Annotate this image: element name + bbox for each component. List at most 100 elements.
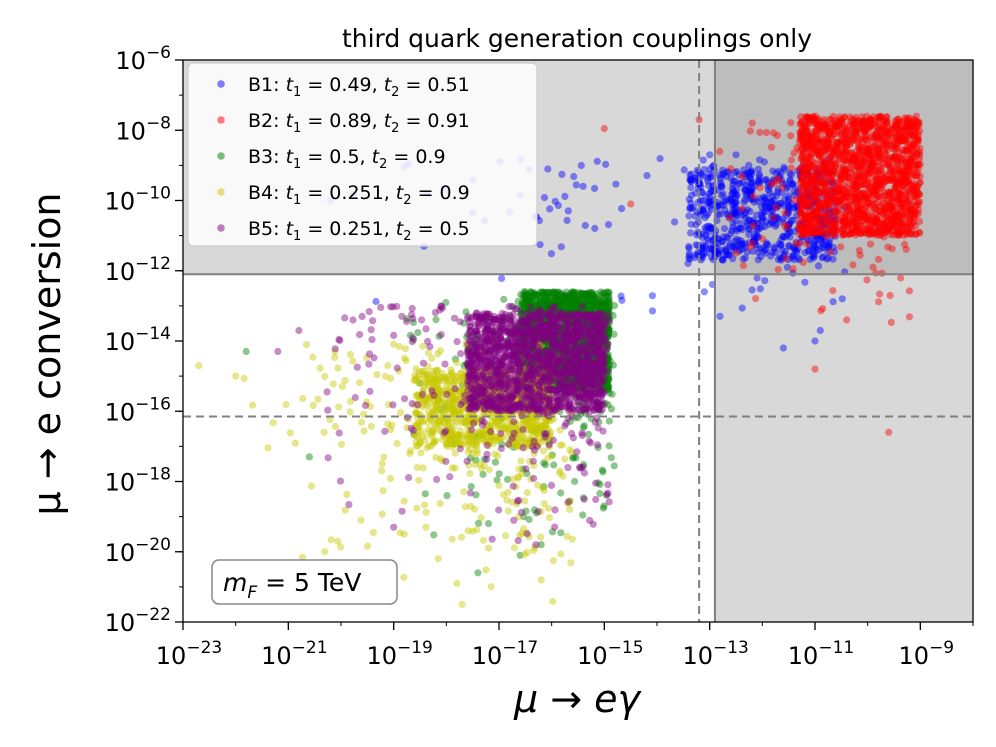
points-layer	[195, 112, 924, 609]
data-point-b2	[836, 198, 844, 206]
data-point-b2	[895, 195, 903, 203]
data-point-b1	[742, 186, 750, 194]
data-point-b1	[811, 176, 819, 184]
data-point-b1	[794, 188, 802, 196]
data-point-b2	[830, 147, 838, 156]
data-point-b2	[898, 222, 906, 230]
data-point-b1	[648, 307, 657, 315]
data-point-b1	[685, 244, 693, 252]
data-point-b1	[758, 217, 766, 225]
data-point-b2	[891, 177, 899, 186]
data-point-b1	[829, 243, 838, 252]
data-point-b2	[895, 164, 903, 172]
data-point-b3	[599, 504, 608, 512]
data-point-b3	[561, 292, 569, 301]
data-point-b2	[748, 119, 756, 127]
data-point-b2	[845, 155, 853, 163]
data-point-b2	[863, 276, 871, 284]
data-point-b1	[719, 238, 727, 246]
data-point-b2	[902, 178, 910, 186]
data-point-b2	[821, 157, 829, 165]
data-point-b1	[817, 214, 825, 222]
data-point-b1	[828, 229, 837, 237]
data-point-b1	[740, 185, 749, 193]
data-point-b2	[807, 133, 816, 141]
data-point-b1	[743, 192, 751, 200]
data-point-b1	[798, 233, 806, 241]
data-point-b2	[849, 261, 857, 269]
data-point-b1	[685, 243, 693, 251]
data-point-b1	[732, 209, 740, 217]
data-point-b3	[611, 302, 619, 310]
data-point-b1	[717, 201, 725, 209]
data-point-b1	[704, 177, 712, 185]
data-point-b2	[916, 144, 924, 152]
data-point-b1	[698, 188, 706, 197]
data-point-b1	[719, 171, 727, 179]
data-point-b1	[824, 229, 832, 237]
data-point-b1	[700, 288, 709, 296]
data-point-b3	[421, 490, 429, 498]
data-point-b1	[785, 227, 794, 235]
data-point-b1	[703, 249, 711, 257]
data-point-b2	[809, 144, 817, 152]
data-point-b1	[730, 210, 739, 218]
data-point-b2	[880, 233, 888, 241]
data-point-b1	[726, 240, 734, 248]
data-point-b1	[766, 203, 774, 212]
data-point-b1	[801, 278, 809, 286]
data-point-b1	[729, 180, 737, 189]
data-point-b1	[796, 172, 804, 180]
data-point-b3	[579, 511, 587, 519]
data-point-b1	[546, 205, 554, 213]
data-point-b3	[557, 489, 565, 497]
data-point-b2	[897, 215, 906, 223]
data-point-b1	[729, 219, 737, 227]
data-point-b1	[820, 166, 828, 175]
data-point-b2	[882, 177, 891, 185]
data-point-b1	[736, 241, 744, 249]
data-point-b2	[853, 190, 861, 198]
data-point-b2	[762, 128, 771, 137]
data-point-b1	[742, 173, 750, 181]
data-point-b1	[783, 231, 792, 239]
data-point-b1	[810, 224, 818, 232]
data-point-b1	[748, 195, 756, 203]
data-point-b2	[789, 265, 797, 273]
data-point-b1	[730, 209, 738, 217]
data-point-b2	[846, 210, 854, 218]
data-point-b2	[819, 118, 827, 126]
data-point-b3	[546, 291, 554, 299]
data-point-b1	[764, 241, 772, 249]
data-point-b1	[790, 256, 798, 264]
data-point-b2	[769, 214, 778, 222]
data-point-b2	[897, 274, 905, 282]
data-point-b2	[912, 208, 920, 216]
data-point-b1	[714, 201, 722, 209]
data-point-b1	[798, 167, 806, 175]
data-point-b1	[702, 226, 710, 234]
data-point-b1	[786, 219, 794, 228]
data-point-b1	[766, 182, 774, 190]
data-point-b1	[564, 207, 572, 215]
data-point-b1	[760, 247, 769, 255]
data-point-b2	[829, 119, 837, 127]
data-point-b1	[737, 224, 745, 232]
data-point-b1	[684, 259, 692, 267]
data-point-b1	[826, 209, 834, 217]
data-point-b1	[746, 207, 754, 216]
data-point-b1	[740, 198, 748, 206]
data-point-b1	[805, 171, 813, 179]
data-point-b2	[901, 123, 909, 131]
data-point-b1	[727, 174, 735, 182]
data-point-b3	[443, 492, 451, 500]
data-point-b1	[686, 205, 694, 213]
data-point-b2	[876, 182, 884, 190]
data-point-b1	[750, 234, 758, 242]
data-point-b2	[915, 201, 923, 209]
data-point-b2	[774, 266, 782, 274]
data-point-b2	[905, 162, 913, 170]
data-point-b2	[873, 127, 881, 135]
data-point-b1	[780, 163, 788, 171]
